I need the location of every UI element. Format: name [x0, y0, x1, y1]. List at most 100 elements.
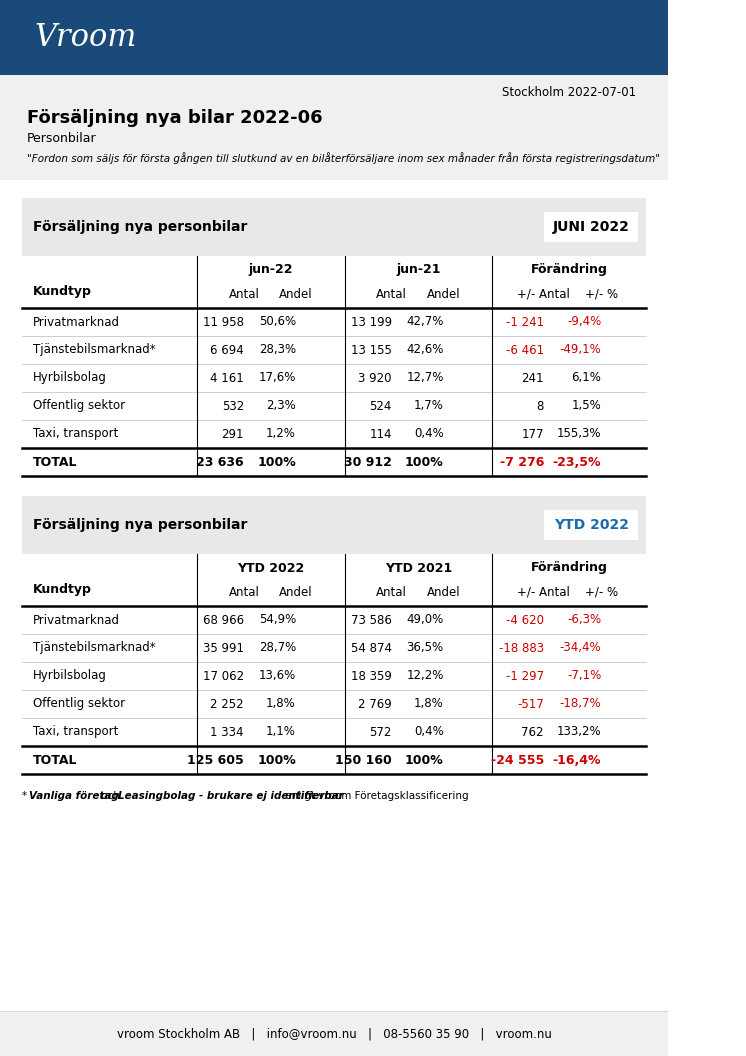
Text: Andel: Andel — [279, 585, 313, 599]
Text: vroom Stockholm AB   |   info@vroom.nu   |   08-5560 35 90   |   vroom.nu: vroom Stockholm AB | info@vroom.nu | 08-… — [116, 1027, 551, 1040]
Text: 42,7%: 42,7% — [407, 316, 444, 328]
Text: TOTAL: TOTAL — [33, 455, 78, 469]
Text: Kundtyp: Kundtyp — [33, 584, 92, 597]
Text: 114: 114 — [369, 428, 392, 440]
Text: Tjänstebilsmarknad*: Tjänstebilsmarknad* — [33, 641, 156, 655]
Text: Tjänstebilsmarknad*: Tjänstebilsmarknad* — [33, 343, 156, 357]
Text: Försäljning nya bilar 2022-06: Försäljning nya bilar 2022-06 — [27, 109, 322, 127]
Text: Hyrbilsbolag: Hyrbilsbolag — [33, 372, 107, 384]
Text: 54,9%: 54,9% — [259, 614, 296, 626]
Text: TOTAL: TOTAL — [33, 754, 78, 767]
Text: Förändring: Förändring — [530, 264, 607, 277]
Text: +/- Antal: +/- Antal — [518, 287, 571, 301]
Text: -23,5%: -23,5% — [553, 455, 601, 469]
Text: Taxi, transport: Taxi, transport — [33, 725, 119, 738]
Text: -18,7%: -18,7% — [560, 698, 601, 711]
Text: 4 161: 4 161 — [210, 372, 244, 384]
Text: -1 241: -1 241 — [506, 316, 544, 328]
Text: 18 359: 18 359 — [351, 670, 392, 682]
Text: -4 620: -4 620 — [506, 614, 544, 626]
FancyBboxPatch shape — [545, 212, 639, 242]
Text: 1,8%: 1,8% — [414, 698, 444, 711]
Text: +/- Antal: +/- Antal — [518, 585, 571, 599]
Text: 0,4%: 0,4% — [414, 428, 444, 440]
Text: 68 966: 68 966 — [203, 614, 244, 626]
Text: 17,6%: 17,6% — [259, 372, 296, 384]
Text: Andel: Andel — [427, 585, 460, 599]
Text: *: * — [22, 791, 31, 802]
Text: 50,6%: 50,6% — [259, 316, 296, 328]
Text: +/- %: +/- % — [585, 585, 618, 599]
Text: 30 912: 30 912 — [344, 455, 392, 469]
Text: 2 769: 2 769 — [358, 698, 392, 711]
Text: 1,8%: 1,8% — [266, 698, 296, 711]
Text: Antal: Antal — [376, 287, 407, 301]
Text: 13 155: 13 155 — [351, 343, 392, 357]
Text: Hyrbilsbolag: Hyrbilsbolag — [33, 670, 107, 682]
FancyBboxPatch shape — [545, 510, 639, 540]
Text: 8: 8 — [536, 399, 544, 413]
Text: 54 874: 54 874 — [351, 641, 392, 655]
FancyBboxPatch shape — [0, 75, 668, 180]
Text: 133,2%: 133,2% — [557, 725, 601, 738]
Text: jun-21: jun-21 — [396, 264, 441, 277]
Text: Förändring: Förändring — [530, 562, 607, 574]
Text: -34,4%: -34,4% — [560, 641, 601, 655]
Text: 73 586: 73 586 — [351, 614, 392, 626]
Text: Privatmarknad: Privatmarknad — [33, 316, 120, 328]
Text: Vroom: Vroom — [34, 22, 137, 54]
Text: Försäljning nya personbilar: Försäljning nya personbilar — [33, 220, 248, 234]
Text: YTD 2022: YTD 2022 — [237, 562, 304, 574]
Text: 12,2%: 12,2% — [407, 670, 444, 682]
Text: Antal: Antal — [228, 287, 260, 301]
Text: 125 605: 125 605 — [187, 754, 244, 767]
Text: -24 555: -24 555 — [491, 754, 544, 767]
Text: -18 883: -18 883 — [499, 641, 544, 655]
Text: 532: 532 — [222, 399, 244, 413]
Text: -7 276: -7 276 — [500, 455, 544, 469]
Text: 100%: 100% — [405, 754, 444, 767]
Text: Kundtyp: Kundtyp — [33, 285, 92, 299]
Text: Försäljning nya personbilar: Försäljning nya personbilar — [33, 518, 248, 532]
Text: Offentlig sektor: Offentlig sektor — [33, 399, 125, 413]
FancyBboxPatch shape — [0, 1011, 668, 1056]
Text: 241: 241 — [521, 372, 544, 384]
Text: Antal: Antal — [228, 585, 260, 599]
Text: 150 160: 150 160 — [335, 754, 392, 767]
Text: 42,6%: 42,6% — [407, 343, 444, 357]
Text: 524: 524 — [369, 399, 392, 413]
Text: Andel: Andel — [279, 287, 313, 301]
Text: 100%: 100% — [405, 455, 444, 469]
Text: 28,3%: 28,3% — [259, 343, 296, 357]
Text: 2,3%: 2,3% — [266, 399, 296, 413]
Text: 0,4%: 0,4% — [414, 725, 444, 738]
Text: -6,3%: -6,3% — [567, 614, 601, 626]
Text: 1 334: 1 334 — [210, 725, 244, 738]
Text: -16,4%: -16,4% — [553, 754, 601, 767]
Text: 572: 572 — [369, 725, 392, 738]
Text: 6,1%: 6,1% — [571, 372, 601, 384]
Text: 100%: 100% — [257, 754, 296, 767]
Text: 13 199: 13 199 — [351, 316, 392, 328]
Text: 1,5%: 1,5% — [571, 399, 601, 413]
Text: Antal: Antal — [376, 585, 407, 599]
Text: Andel: Andel — [427, 287, 460, 301]
Text: 2 252: 2 252 — [210, 698, 244, 711]
Text: 49,0%: 49,0% — [407, 614, 444, 626]
Text: -6 461: -6 461 — [506, 343, 544, 357]
Text: 1,2%: 1,2% — [266, 428, 296, 440]
Text: 762: 762 — [521, 725, 544, 738]
Text: +/- %: +/- % — [585, 287, 618, 301]
Text: 177: 177 — [521, 428, 544, 440]
Text: 28,7%: 28,7% — [259, 641, 296, 655]
Text: 291: 291 — [222, 428, 244, 440]
Text: 11 958: 11 958 — [203, 316, 244, 328]
Text: 13,6%: 13,6% — [259, 670, 296, 682]
Text: JUNI 2022: JUNI 2022 — [553, 220, 630, 234]
Text: Vanliga företag: Vanliga företag — [28, 791, 119, 802]
FancyBboxPatch shape — [0, 0, 668, 75]
Text: Offentlig sektor: Offentlig sektor — [33, 698, 125, 711]
Text: 155,3%: 155,3% — [557, 428, 601, 440]
Text: jun-22: jun-22 — [248, 264, 293, 277]
Text: YTD 2021: YTD 2021 — [385, 562, 452, 574]
